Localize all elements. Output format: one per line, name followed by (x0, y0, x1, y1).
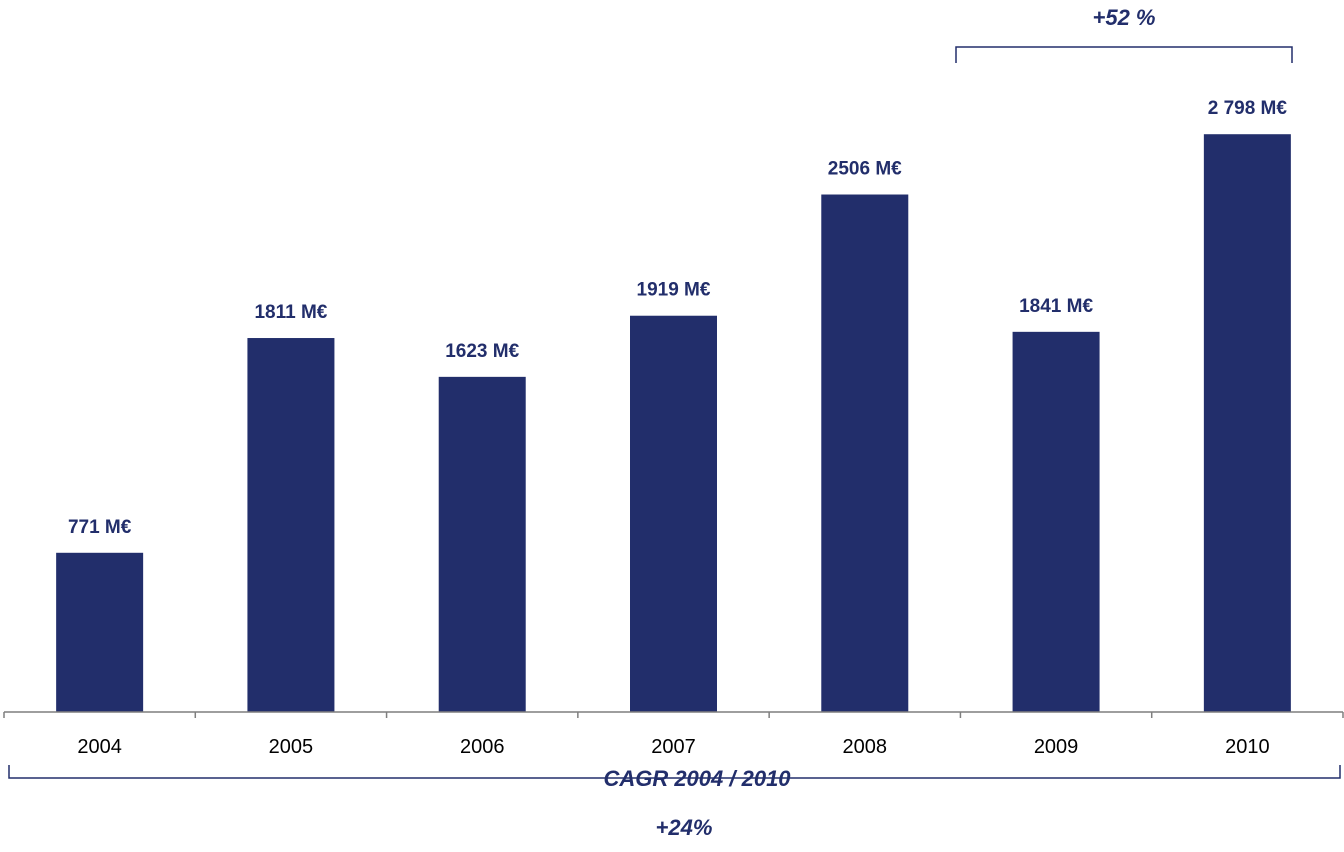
bar-2005 (247, 338, 335, 712)
value-label-2005: 1811 M€ (254, 302, 327, 323)
tick-label-2010: 2010 (1225, 736, 1270, 758)
growth-annotation: +52 % (1093, 5, 1156, 30)
bar-2006 (438, 376, 526, 712)
bar-2004 (56, 552, 144, 712)
value-label-2004: 771 M€ (68, 517, 132, 538)
cagr-bracket (8, 765, 1341, 779)
cagr-value: +24% (656, 815, 713, 840)
tick-label-2008: 2008 (843, 736, 888, 758)
value-label-2009: 1841 M€ (1019, 296, 1093, 317)
bar-2008 (821, 194, 909, 713)
tick-label-2007: 2007 (651, 736, 696, 758)
x-axis-tick-labels: 2004 2005 2006 2007 2008 2009 2010 (77, 736, 1269, 758)
tick-label-2009: 2009 (1034, 736, 1079, 758)
value-label-2006: 1623 M€ (445, 341, 519, 362)
bar-2009 (1012, 331, 1100, 712)
bar-2010 (1203, 134, 1291, 712)
x-axis-ticks (3, 712, 1344, 718)
tick-label-2004: 2004 (77, 736, 122, 758)
tick-label-2005: 2005 (269, 736, 314, 758)
value-label-2010: 2 798 M€ (1208, 98, 1288, 119)
tick-label-2006: 2006 (460, 736, 505, 758)
bars-group (56, 134, 1291, 713)
growth-bracket (955, 46, 1293, 63)
bar-2007 (630, 315, 717, 712)
value-labels-group: 771 M€ 1811 M€ 1623 M€ 1919 M€ 2506 M€ 1841 M… (68, 98, 1287, 538)
value-label-2007: 1919 M€ (637, 280, 711, 301)
value-label-2008: 2506 M€ (828, 159, 902, 180)
